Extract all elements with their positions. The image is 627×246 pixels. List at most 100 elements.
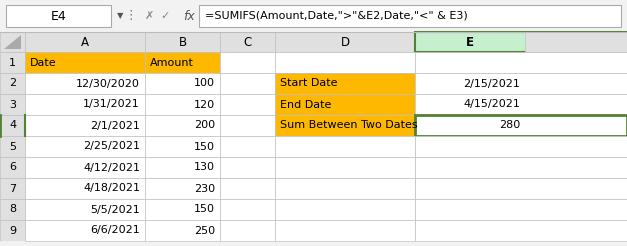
Text: A: A <box>81 35 89 48</box>
Bar <box>220 178 275 199</box>
Bar <box>275 73 415 94</box>
Text: 4/18/2021: 4/18/2021 <box>83 184 140 194</box>
Bar <box>145 136 220 157</box>
Text: 100: 100 <box>194 78 215 89</box>
Bar <box>25 94 145 115</box>
Text: 230: 230 <box>194 184 215 194</box>
Bar <box>275 157 415 178</box>
Bar <box>145 115 220 136</box>
Bar <box>145 73 220 94</box>
Text: 5: 5 <box>9 141 16 152</box>
Bar <box>0 32 25 52</box>
Bar <box>415 136 627 157</box>
Text: 4: 4 <box>9 121 16 130</box>
Bar <box>25 199 145 220</box>
Bar <box>145 157 220 178</box>
Bar <box>220 94 275 115</box>
Bar <box>275 32 415 52</box>
Polygon shape <box>4 35 21 49</box>
Text: 1/31/2021: 1/31/2021 <box>83 99 140 109</box>
Bar <box>145 178 220 199</box>
Text: 250: 250 <box>194 226 215 235</box>
Text: 8: 8 <box>9 204 16 215</box>
Bar <box>220 157 275 178</box>
Text: 2/25/2021: 2/25/2021 <box>83 141 140 152</box>
Bar <box>25 115 145 136</box>
Bar <box>220 115 275 136</box>
Text: D: D <box>340 35 350 48</box>
Bar <box>25 52 145 73</box>
Bar <box>199 5 621 27</box>
Bar <box>415 32 627 52</box>
Bar <box>25 32 145 52</box>
Text: fx: fx <box>183 10 195 22</box>
Bar <box>415 52 627 73</box>
Bar <box>220 136 275 157</box>
Text: ▼: ▼ <box>117 12 124 20</box>
Text: Sum Between Two Dates: Sum Between Two Dates <box>280 121 418 130</box>
Bar <box>275 94 415 115</box>
Text: E4: E4 <box>51 10 66 22</box>
Text: Amount: Amount <box>150 58 194 67</box>
Text: E: E <box>466 35 474 48</box>
Text: 4/15/2021: 4/15/2021 <box>463 99 520 109</box>
Bar <box>275 199 415 220</box>
Text: 9: 9 <box>9 226 16 235</box>
Bar <box>145 94 220 115</box>
Bar <box>145 199 220 220</box>
Text: 6: 6 <box>9 163 16 172</box>
Bar <box>415 178 627 199</box>
Bar <box>0 94 25 115</box>
Text: B: B <box>179 35 187 48</box>
Text: ✗: ✗ <box>144 11 154 21</box>
Bar <box>275 52 415 73</box>
Bar <box>0 115 25 136</box>
Bar <box>0 157 25 178</box>
Bar <box>220 52 275 73</box>
Bar <box>145 32 220 52</box>
Text: 1: 1 <box>9 58 16 67</box>
Bar <box>6 5 111 27</box>
Text: ⋮: ⋮ <box>125 10 137 22</box>
Bar <box>415 94 627 115</box>
Bar <box>220 73 275 94</box>
Bar <box>525 32 627 52</box>
Bar <box>0 199 25 220</box>
Bar <box>220 32 275 52</box>
Text: End Date: End Date <box>280 99 332 109</box>
Bar <box>25 136 145 157</box>
Bar <box>0 241 627 246</box>
Bar <box>415 115 627 136</box>
Bar <box>275 220 415 241</box>
Text: 200: 200 <box>194 121 215 130</box>
Bar <box>275 115 415 136</box>
Bar <box>25 178 145 199</box>
Text: 3: 3 <box>9 99 16 109</box>
Bar <box>145 220 220 241</box>
Bar <box>0 178 25 199</box>
Bar <box>0 73 25 94</box>
Text: 150: 150 <box>194 204 215 215</box>
Bar <box>275 178 415 199</box>
Text: 6/6/2021: 6/6/2021 <box>90 226 140 235</box>
Bar <box>220 199 275 220</box>
Text: 120: 120 <box>194 99 215 109</box>
Bar <box>25 157 145 178</box>
Text: 280: 280 <box>498 121 520 130</box>
Text: 12/30/2020: 12/30/2020 <box>76 78 140 89</box>
Text: Date: Date <box>30 58 56 67</box>
Bar <box>415 73 627 94</box>
Bar <box>415 220 627 241</box>
Bar <box>275 136 415 157</box>
Text: 4/12/2021: 4/12/2021 <box>83 163 140 172</box>
Text: =SUMIFS(Amount,Date,">"&E2,Date,"<" & E3): =SUMIFS(Amount,Date,">"&E2,Date,"<" & E3… <box>205 11 468 21</box>
Bar <box>0 220 25 241</box>
Text: ✓: ✓ <box>161 11 170 21</box>
Text: 130: 130 <box>194 163 215 172</box>
Bar <box>415 199 627 220</box>
Bar <box>0 136 25 157</box>
Bar <box>145 52 220 73</box>
Bar <box>0 0 627 32</box>
Bar <box>220 220 275 241</box>
Text: 5/5/2021: 5/5/2021 <box>90 204 140 215</box>
